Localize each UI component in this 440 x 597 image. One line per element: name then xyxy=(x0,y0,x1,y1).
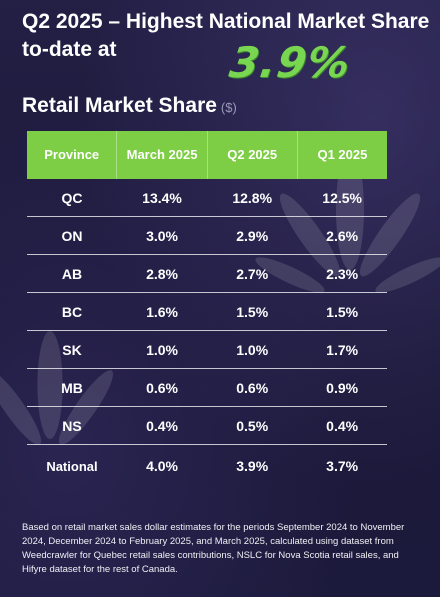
market-share-table: Province March 2025 Q2 2025 Q1 2025 QC 1… xyxy=(27,131,387,487)
province-cell: NS xyxy=(27,406,117,445)
value-cell: 3.0% xyxy=(116,216,208,255)
value-cell: 1.5% xyxy=(297,292,387,331)
province-cell: ON xyxy=(27,216,117,255)
province-cell: BC xyxy=(27,292,117,331)
value-cell: 3.7% xyxy=(326,458,359,474)
value-cell: 13.4% xyxy=(116,179,208,217)
table-row: AB 2.8% 2.7% 2.3% xyxy=(27,254,387,293)
value-cell: 12.5% xyxy=(297,179,387,217)
value-cell: 0.4% xyxy=(297,406,387,445)
column-header: Province xyxy=(27,131,118,179)
table-row: NS 0.4% 0.5% 0.4% xyxy=(27,406,387,445)
section-title: Retail Market Share ($) xyxy=(22,94,237,118)
value-cell: 0.5% xyxy=(207,406,298,445)
table-row: BC 1.6% 1.5% 1.5% xyxy=(27,292,387,331)
value-cell: 0.9% xyxy=(297,368,387,407)
column-header: Q2 2025 xyxy=(207,131,298,179)
value-cell: 1.5% xyxy=(207,292,298,331)
table-row: MB 0.6% 0.6% 0.9% xyxy=(27,368,387,407)
value-cell: 1.0% xyxy=(116,330,208,369)
province-cell: National xyxy=(46,458,98,474)
table-header-row: Province March 2025 Q2 2025 Q1 2025 xyxy=(27,131,387,179)
value-cell: 2.7% xyxy=(207,254,298,293)
table-row: ON 3.0% 2.9% 2.6% xyxy=(27,216,387,255)
value-cell: 0.6% xyxy=(116,368,208,407)
value-cell: 1.6% xyxy=(116,292,208,331)
headline-highlight-value: 3.9% xyxy=(226,38,354,87)
value-cell: 12.8% xyxy=(207,179,298,217)
value-cell: 4.0% xyxy=(146,458,178,474)
footnote: Based on retail market sales dollar esti… xyxy=(22,522,405,575)
section-unit: ($) xyxy=(220,100,237,115)
headline: Q2 2025 – Highest National Market Share … xyxy=(22,10,430,61)
value-cell: 1.7% xyxy=(297,330,387,369)
value-cell: 0.6% xyxy=(207,368,298,407)
value-cell: 2.6% xyxy=(297,216,387,255)
section-title-text: Retail Market Share xyxy=(22,94,217,117)
table-row: SK 1.0% 1.0% 1.7% xyxy=(27,330,387,369)
value-cell: 3.9% xyxy=(236,458,269,474)
table-row: QC 13.4% 12.8% 12.5% xyxy=(27,179,387,217)
province-cell: AB xyxy=(27,254,117,293)
value-cell: 0.4% xyxy=(116,406,208,445)
table-row-national: National 4.0% 3.9% 3.7% xyxy=(27,445,387,488)
province-cell: QC xyxy=(27,179,117,217)
value-cell: 1.0% xyxy=(207,330,298,369)
column-header: March 2025 xyxy=(116,131,208,179)
province-cell: SK xyxy=(27,330,117,369)
value-cell: 2.8% xyxy=(116,254,208,293)
province-cell: MB xyxy=(27,368,117,407)
value-cell: 2.3% xyxy=(297,254,387,293)
value-cell: 2.9% xyxy=(207,216,298,255)
column-header: Q1 2025 xyxy=(297,131,387,179)
